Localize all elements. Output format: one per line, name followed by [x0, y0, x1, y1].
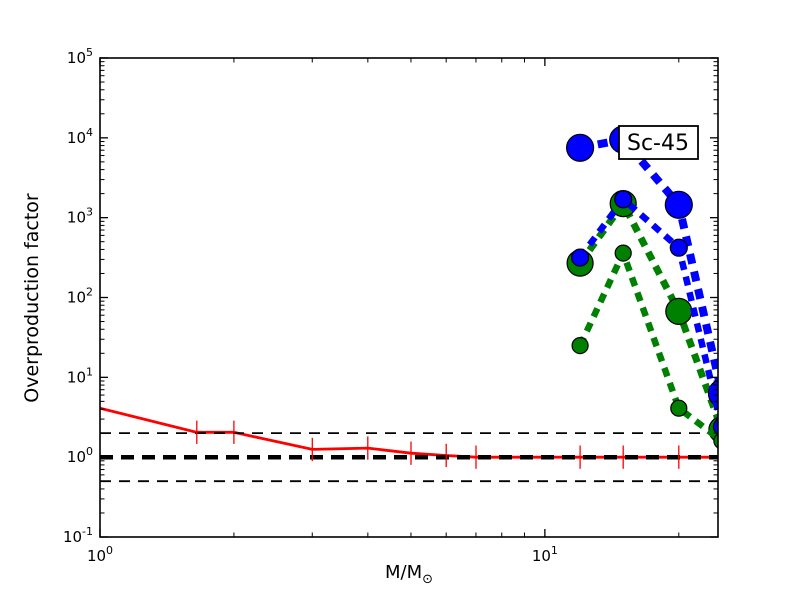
marker-green-dashed-with-small-circle-markers: [614, 244, 632, 262]
marker-blue-dashed-with-small-circle-markers: [614, 190, 633, 209]
series-line-green-dashed-with-small-circle-markers: [577, 244, 718, 443]
x-tick-label: 100: [87, 544, 113, 565]
marker-green-dashed-with-small-circle-markers: [571, 337, 589, 355]
series-line-blue-dashed-with-large-circle-markers: [579, 135, 718, 395]
y-tick-label: 100: [67, 445, 93, 466]
y-tick-label: 10-1: [63, 525, 93, 546]
marker-green-dashed-with-small-circle-markers: [670, 399, 688, 417]
marker-blue-dashed-with-small-circle-markers: [712, 418, 718, 436]
marker-green-dashed-with-large-circle-markers: [665, 297, 693, 325]
plot-area: [100, 125, 718, 483]
x-axis-label: M/M⊙: [385, 562, 433, 587]
y-tick-label: 102: [67, 286, 93, 307]
series-line-blue-dashed-with-small-circle-markers: [577, 194, 718, 425]
solar-mass-symbol: ⊙: [422, 572, 433, 587]
isotope-annotation: Sc-45: [618, 125, 699, 160]
marker-blue-dashed-with-small-circle-markers: [669, 238, 688, 257]
y-tick-label: 101: [67, 365, 93, 386]
annotation-text: Sc-45: [627, 131, 689, 156]
annotation-frame: [618, 125, 699, 160]
marker-green-dashed-with-large-circle-markers: [708, 416, 718, 443]
y-tick-label: 104: [67, 126, 93, 147]
x-axis-label-main: M/M: [385, 562, 422, 583]
marker-green-dashed-with-small-circle-markers: [713, 433, 718, 449]
y-axis-label: Overproduction factor: [21, 193, 43, 403]
x-tick-label: 101: [532, 544, 558, 565]
marker-blue-dashed-with-large-circle-markers: [664, 190, 693, 219]
marker-blue-dashed-with-small-circle-markers: [570, 248, 590, 267]
y-tick-label: 103: [67, 206, 93, 227]
marker-blue-dashed-with-large-circle-markers: [565, 133, 595, 162]
y-tick-label: 105: [67, 46, 93, 67]
clipped-plot-content: [100, 125, 718, 483]
